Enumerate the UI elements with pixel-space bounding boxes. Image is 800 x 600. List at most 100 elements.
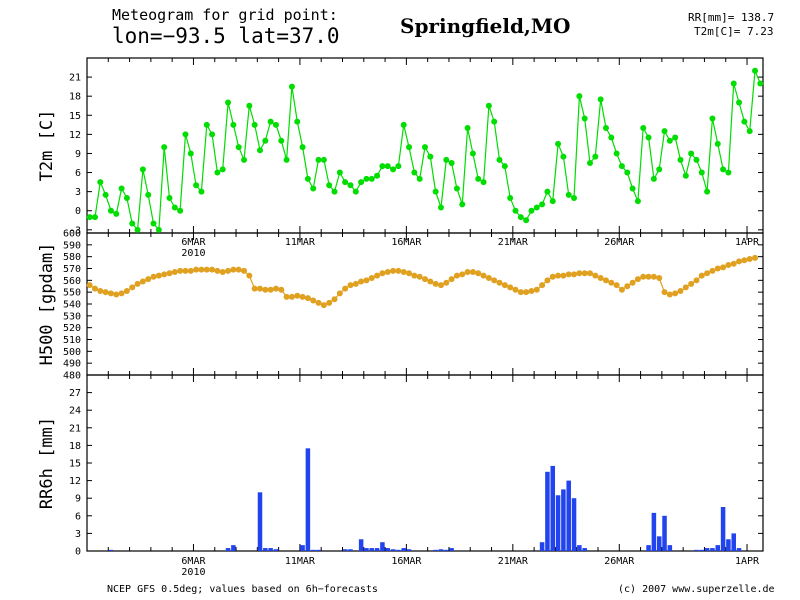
y-axis-title: RR6h [mm]: [37, 417, 57, 509]
t2m-point: [262, 137, 269, 144]
h500-point: [720, 264, 727, 271]
t2m-point: [225, 99, 232, 106]
rr6h-bar: [396, 549, 401, 551]
h500-point: [544, 277, 551, 284]
t2m-point: [682, 172, 689, 179]
h500-point: [491, 277, 498, 284]
h500-point: [102, 289, 109, 296]
h500-point: [374, 272, 381, 279]
t2m-point: [602, 125, 609, 131]
t2m-point: [459, 201, 466, 208]
h500-point: [475, 270, 482, 277]
t2m-point: [203, 121, 210, 128]
h500-point: [677, 287, 684, 294]
rr6h-bar: [305, 448, 311, 551]
h500-point: [523, 289, 530, 296]
rr6h-bar: [651, 512, 657, 551]
t2m-point: [198, 188, 205, 195]
t2m-point: [283, 156, 290, 163]
t2m-point: [416, 175, 423, 182]
rr6h-bar: [348, 549, 353, 551]
t2m-point: [374, 172, 381, 179]
t2m-point: [422, 144, 428, 151]
h500-point: [256, 285, 263, 292]
t2m-point: [395, 163, 402, 170]
y-tick-label: 510: [63, 335, 81, 346]
h500-point: [411, 272, 418, 279]
h500-point: [272, 285, 279, 292]
t2m-point: [464, 125, 471, 131]
h500-point: [390, 267, 397, 274]
rr6h-bar: [263, 548, 268, 551]
h500-point: [528, 287, 535, 294]
h500-point: [310, 297, 317, 304]
rr6h-bar: [374, 548, 380, 551]
rr6h-bar: [710, 548, 715, 551]
h500-point: [576, 270, 583, 277]
t2m-point: [443, 156, 450, 163]
t2m-point: [310, 185, 317, 192]
h500-point: [214, 267, 221, 274]
t2m-point: [512, 207, 519, 214]
rr6h-bar: [108, 549, 114, 551]
t2m-point: [241, 156, 248, 163]
t2m-point: [246, 102, 253, 109]
y-tick-label: 550: [63, 288, 81, 299]
t2m-point: [209, 131, 216, 138]
h500-point: [629, 279, 636, 286]
h500-point: [459, 271, 466, 278]
y-tick-label: 18: [69, 92, 81, 103]
h500-line: [89, 257, 756, 306]
x-tick-label: 6MAR: [181, 237, 206, 248]
footer-copyright: (c) 2007 www.superzelle.de: [618, 584, 775, 595]
y-tick-label: 480: [63, 371, 81, 382]
h500-point: [533, 286, 540, 293]
h500-point: [225, 267, 232, 274]
rr6h-bar: [662, 515, 667, 551]
t2m-point: [555, 140, 562, 147]
panel-frame: [86, 374, 764, 552]
t2m-point: [161, 144, 168, 151]
t2m-point: [139, 166, 146, 173]
y-axis-title: T2m [C]: [37, 110, 57, 182]
y-tick-label: 15: [69, 111, 81, 122]
y-tick-label: 15: [69, 459, 81, 470]
h500-point: [294, 292, 301, 299]
t2m-point: [704, 188, 711, 195]
h500-point: [241, 267, 248, 274]
t2m-point: [235, 144, 242, 151]
t2m-point: [432, 188, 439, 195]
h500-point: [746, 256, 753, 263]
t2m-point: [576, 93, 583, 100]
h500-point: [602, 277, 609, 284]
y-tick-label: 590: [63, 240, 81, 251]
t2m-point: [390, 166, 397, 173]
x-tick-label: 21MAR: [498, 556, 529, 567]
h500-point: [368, 274, 375, 281]
t2m-point: [661, 128, 668, 135]
t2m-point: [187, 150, 194, 157]
t2m-point: [123, 195, 130, 201]
t2m-point: [650, 175, 657, 182]
h500-point: [86, 282, 93, 289]
rr6h-bar: [380, 542, 385, 551]
t2m-point: [91, 214, 98, 221]
rr6h-bar: [582, 548, 587, 551]
title-line-1: Meteogram for grid point:: [112, 6, 338, 24]
rr6h-bar: [555, 495, 561, 551]
t2m-point: [86, 214, 93, 221]
x-year-label: 2010: [181, 248, 205, 259]
h500-point: [752, 254, 759, 261]
h500-point: [193, 266, 200, 273]
t2m-point: [294, 118, 301, 125]
h500-point: [267, 286, 274, 293]
h500-point: [672, 290, 679, 297]
t2m-point: [150, 220, 157, 227]
rr6h-bar: [300, 545, 305, 551]
rr6h-bar: [550, 465, 556, 551]
t2m-point: [134, 226, 141, 233]
t2m-point: [363, 175, 370, 182]
t2m-mean-readout: T2m[C]= 7.23: [694, 25, 774, 38]
y-tick-label: 24: [69, 406, 81, 417]
